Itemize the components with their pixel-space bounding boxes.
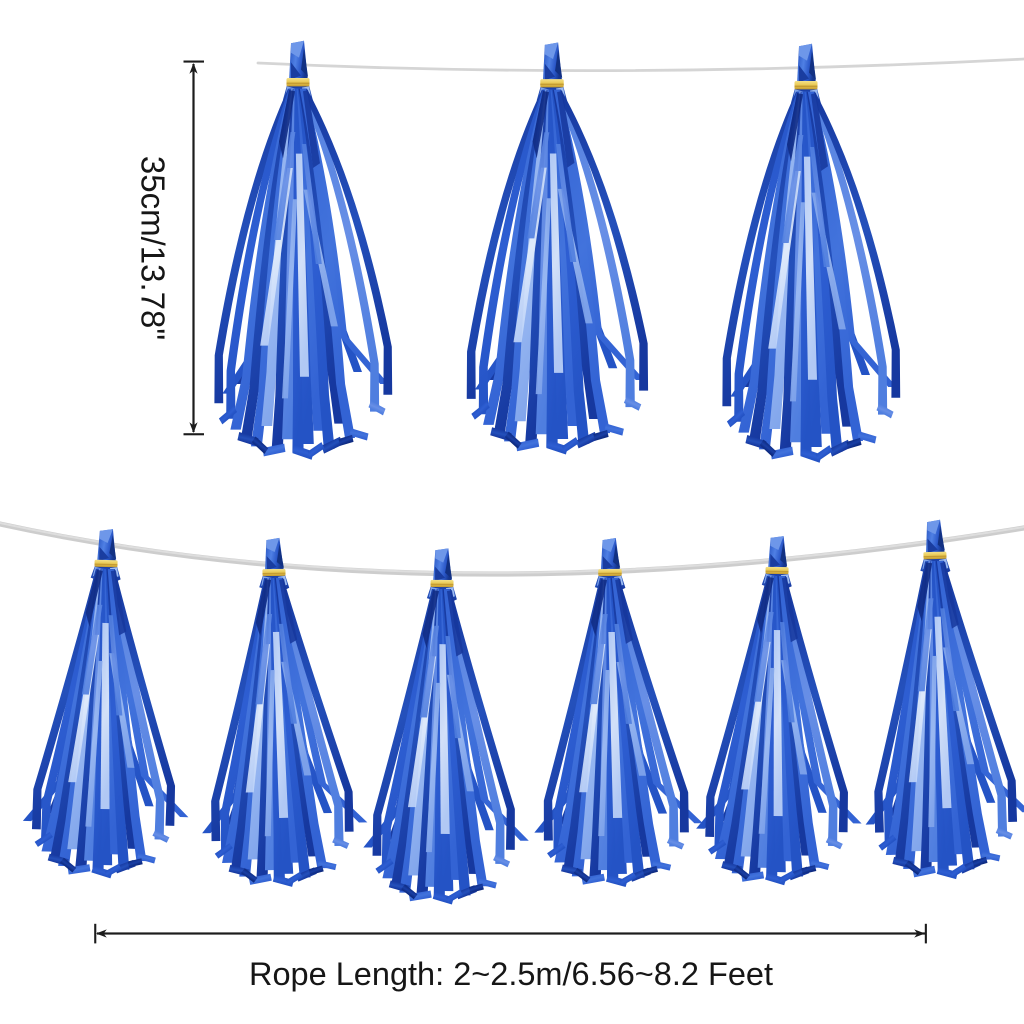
- svg-text:35cm/13.78": 35cm/13.78": [135, 156, 172, 340]
- svg-text:Rope Length: 2~2.5m/6.56~8.2 F: Rope Length: 2~2.5m/6.56~8.2 Feet: [249, 956, 773, 992]
